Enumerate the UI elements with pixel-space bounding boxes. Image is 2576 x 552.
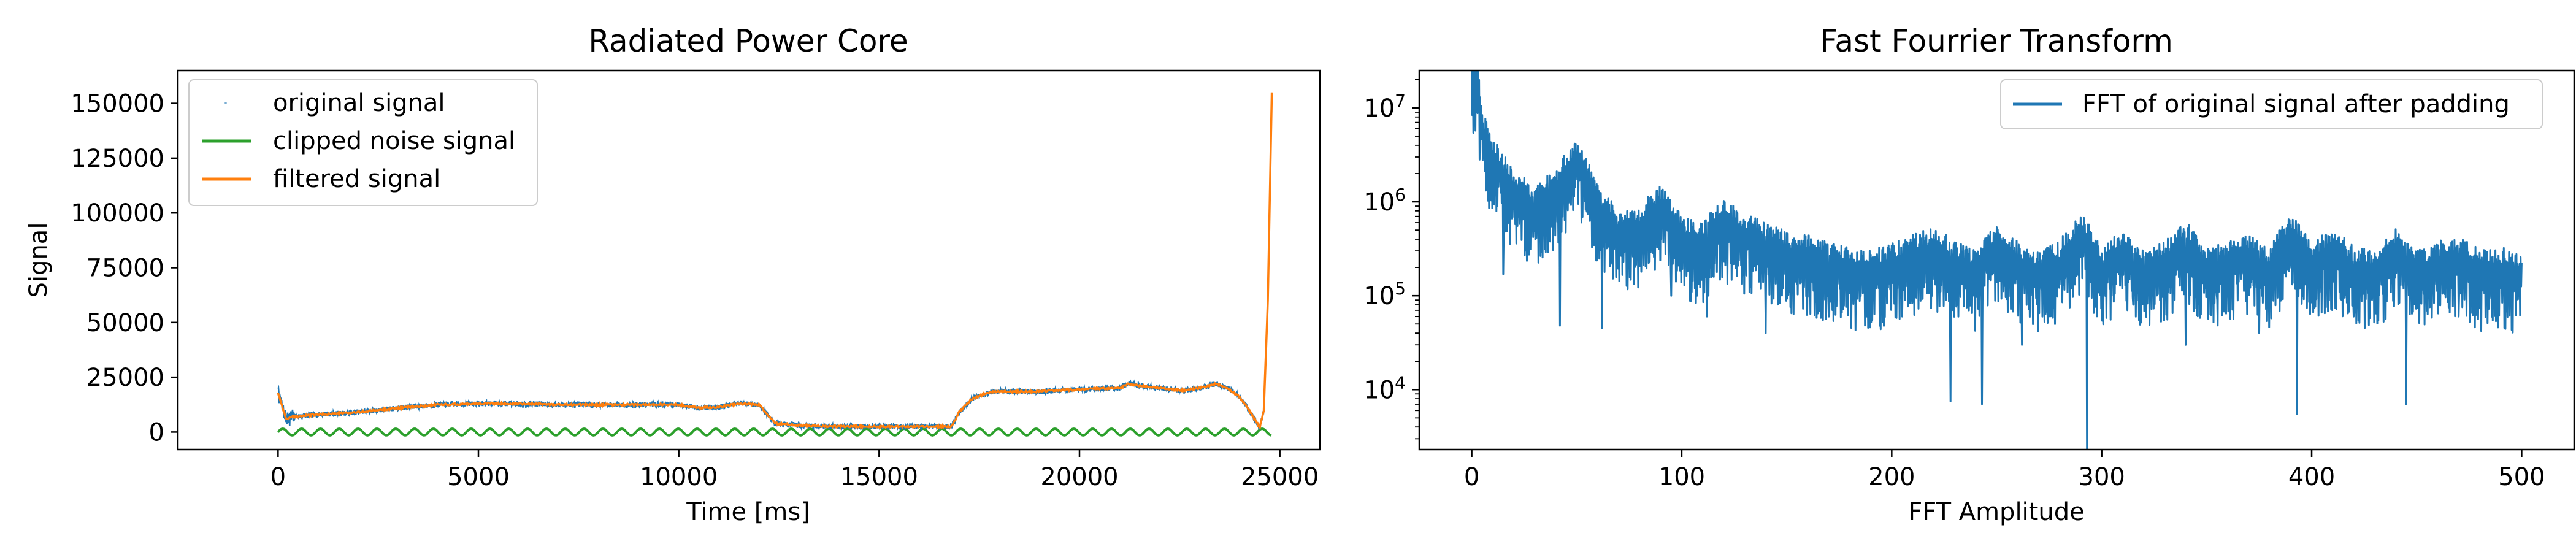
right-x-tick-label: 100 <box>1658 463 1705 491</box>
legend-label-filtered-signal: filtered signal <box>273 165 440 193</box>
series-clipped-noise-line <box>277 427 1272 437</box>
fft-panel: Fast Fourrier Transform 0 100 200 300 400 500… <box>1363 23 2575 526</box>
left-y-tick-label: 0 <box>149 418 164 447</box>
legend-label-original-signal: original signal <box>273 89 445 117</box>
left-y-axis-label: Signal <box>25 223 53 298</box>
left-y-tick-label: 25000 <box>86 364 164 392</box>
series-original-signal-points <box>277 94 1273 432</box>
right-y-tick-label: 107 <box>1363 91 1406 123</box>
left-x-tick-label: 15000 <box>840 463 918 491</box>
left-panel-title: Radiated Power Core <box>588 23 908 59</box>
right-x-tick-label: 400 <box>2288 463 2335 491</box>
left-y-tick-label: 150000 <box>71 90 164 118</box>
right-x-tick-label: 200 <box>1868 463 1915 491</box>
left-y-tick-label: 125000 <box>71 145 164 173</box>
left-axes-frame <box>177 69 1321 451</box>
left-x-tick-label: 20000 <box>1040 463 1118 491</box>
left-x-tick-label: 10000 <box>640 463 718 491</box>
right-axes-frame <box>1418 69 2575 451</box>
right-x-axis-label: FFT Amplitude <box>1908 498 2084 526</box>
left-series-layer <box>277 92 1273 437</box>
legend-label-fft: FFT of original signal after padding <box>2082 90 2510 118</box>
left-x-axis-label: Time [ms] <box>686 498 810 526</box>
right-legend: FFT of original signal after padding <box>2000 79 2543 129</box>
right-y-axis-ticks: 104 105 106 107 <box>1363 79 1419 440</box>
left-legend: original signal clipped noise signal fil… <box>188 79 538 206</box>
right-legend-box <box>2000 79 2543 129</box>
left-x-tick-label: 0 <box>270 463 286 491</box>
left-x-tick-label: 25000 <box>1241 463 1319 491</box>
left-y-tick-label: 100000 <box>71 199 164 228</box>
left-y-tick-label: 50000 <box>86 309 164 337</box>
series-fft-line <box>1471 71 2523 450</box>
right-x-tick-label: 300 <box>2079 463 2125 491</box>
left-y-axis-ticks: 0 25000 50000 75000 100000 125000 150000 <box>71 90 178 447</box>
radiated-power-panel: Radiated Power Core 0 5000 10000 15000 20000… <box>25 23 1321 526</box>
right-panel-title: Fast Fourrier Transform <box>1820 23 2173 59</box>
right-y-tick-label: 104 <box>1363 372 1406 404</box>
right-y-tick-label: 105 <box>1363 278 1406 310</box>
legend-label-clipped-noise: clipped noise signal <box>273 127 515 155</box>
left-x-axis-ticks: 0 5000 10000 15000 20000 25000 <box>270 450 1319 491</box>
series-filtered-signal-line <box>277 92 1273 430</box>
right-x-tick-label: 500 <box>2498 463 2545 491</box>
left-y-tick-label: 75000 <box>86 255 164 283</box>
left-legend-box <box>188 79 538 206</box>
right-x-axis-ticks: 0 100 200 300 400 500 <box>1464 450 2545 491</box>
left-x-tick-label: 5000 <box>447 463 510 491</box>
right-y-tick-label: 106 <box>1363 185 1406 217</box>
right-x-tick-label: 0 <box>1464 463 1479 491</box>
legend-marker-original-signal <box>224 102 227 104</box>
right-series-layer <box>1471 71 2523 450</box>
